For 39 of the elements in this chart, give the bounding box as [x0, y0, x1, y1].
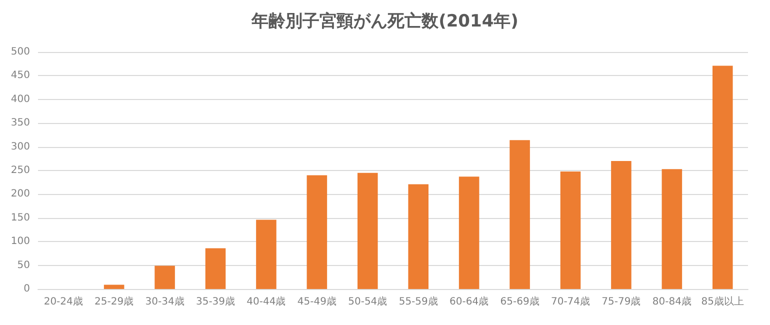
x-tick-label: 65-69歳 [500, 296, 540, 308]
x-tick-label: 60-64歳 [450, 296, 489, 308]
bar [358, 172, 378, 289]
bar [510, 140, 530, 289]
x-tick-label: 80-84歳 [652, 296, 692, 308]
bar [205, 248, 226, 289]
x-tick-label: 30-34歳 [145, 296, 184, 308]
x-tick-label: 85歳以上 [701, 296, 744, 308]
y-tick-label: 0 [24, 284, 30, 294]
bar [560, 171, 581, 289]
x-tick-label: 20-24歳 [44, 296, 83, 308]
x-tick-label: 75-79歳 [602, 296, 641, 308]
y-tick-label: 50 [17, 260, 30, 271]
bar [154, 266, 175, 289]
x-tick-label: 55-59歳 [398, 296, 438, 308]
y-tick-label: 350 [10, 118, 30, 129]
y-tick-label: 450 [10, 70, 30, 82]
y-tick-label: 250 [10, 165, 30, 176]
chart-title: 年齢別子宮頸がん死亡数(2014年) [250, 12, 518, 32]
x-tick-label: 70-74歳 [550, 296, 590, 308]
y-tick-label: 150 [10, 212, 30, 224]
bar [611, 161, 632, 289]
bar [712, 66, 733, 289]
bar [458, 176, 480, 289]
y-tick-label: 100 [10, 236, 30, 248]
x-tick-label: 45-49歳 [297, 296, 336, 308]
bar [306, 175, 328, 289]
y-tick-label: 400 [10, 94, 30, 105]
x-tick-label: 35-39歳 [196, 296, 236, 308]
bar [408, 184, 428, 289]
y-tick-label: 500 [10, 46, 30, 58]
y-tick-label: 300 [10, 141, 30, 152]
x-tick-label: 50-54歳 [348, 296, 388, 308]
y-tick-label: 200 [10, 188, 30, 200]
bar [256, 220, 276, 289]
x-tick-label: 40-44歳 [246, 296, 286, 308]
bar [662, 169, 682, 289]
x-tick-label: 25-29歳 [94, 296, 134, 308]
bar [104, 284, 124, 289]
